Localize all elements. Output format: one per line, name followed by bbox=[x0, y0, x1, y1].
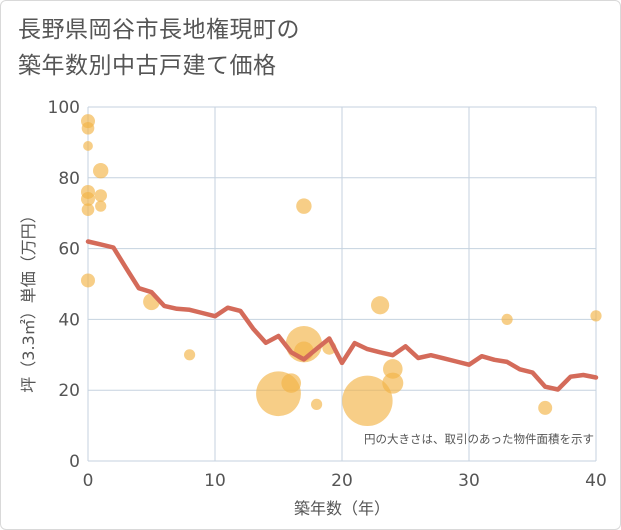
x-tick-label: 30 bbox=[458, 471, 480, 491]
tick-labels: 0 20 40 60 80 100 0 10 20 30 40 bbox=[48, 98, 607, 491]
bubble-point bbox=[296, 198, 312, 214]
x-tick-label: 40 bbox=[585, 471, 607, 491]
bubble-point bbox=[184, 349, 196, 361]
y-tick-label: 80 bbox=[58, 169, 80, 189]
bubble-point bbox=[538, 400, 553, 415]
y-tick-label: 40 bbox=[58, 310, 80, 330]
bubble-point bbox=[311, 398, 323, 410]
y-axis-label: 坪（3.3㎡）単価（万円） bbox=[19, 207, 38, 392]
bubble-layer bbox=[81, 114, 602, 427]
bubble-point bbox=[342, 375, 393, 427]
x-tick-label: 0 bbox=[83, 471, 94, 491]
y-tick-label: 60 bbox=[58, 240, 80, 260]
bubble-point bbox=[95, 200, 107, 212]
bubble-point bbox=[93, 163, 109, 179]
title-line-2: 築年数別中古戸建て価格 bbox=[18, 53, 277, 79]
bubble-point bbox=[94, 189, 107, 202]
y-tick-label: 100 bbox=[48, 98, 80, 118]
trend-line bbox=[85, 239, 599, 392]
bubble-point bbox=[281, 373, 302, 393]
bubble-point bbox=[81, 192, 95, 207]
y-tick-label: 0 bbox=[69, 452, 80, 472]
size-note: 円の大きさは、取引のあった物件面積を示す bbox=[364, 432, 594, 446]
x-axis-label: 築年数（年） bbox=[294, 499, 390, 518]
grid-lines bbox=[87, 106, 597, 462]
x-tick-label: 20 bbox=[331, 471, 353, 491]
bubble-point bbox=[81, 273, 95, 288]
trend-line-layer bbox=[85, 239, 599, 392]
bubble-point bbox=[81, 203, 95, 216]
x-tick-label: 10 bbox=[204, 471, 226, 491]
bubble-point bbox=[81, 121, 95, 135]
bubble-point bbox=[501, 313, 513, 325]
bubble-point bbox=[83, 141, 93, 151]
title-line-1: 長野県岡谷市長地権現町の bbox=[18, 17, 300, 43]
bubble-point bbox=[371, 296, 390, 315]
bubble-point bbox=[590, 310, 602, 322]
y-tick-label: 20 bbox=[58, 381, 80, 401]
chart-title: 長野県岡谷市長地権現町の 築年数別中古戸建て価格 bbox=[18, 12, 300, 84]
bubble-point bbox=[382, 372, 404, 394]
